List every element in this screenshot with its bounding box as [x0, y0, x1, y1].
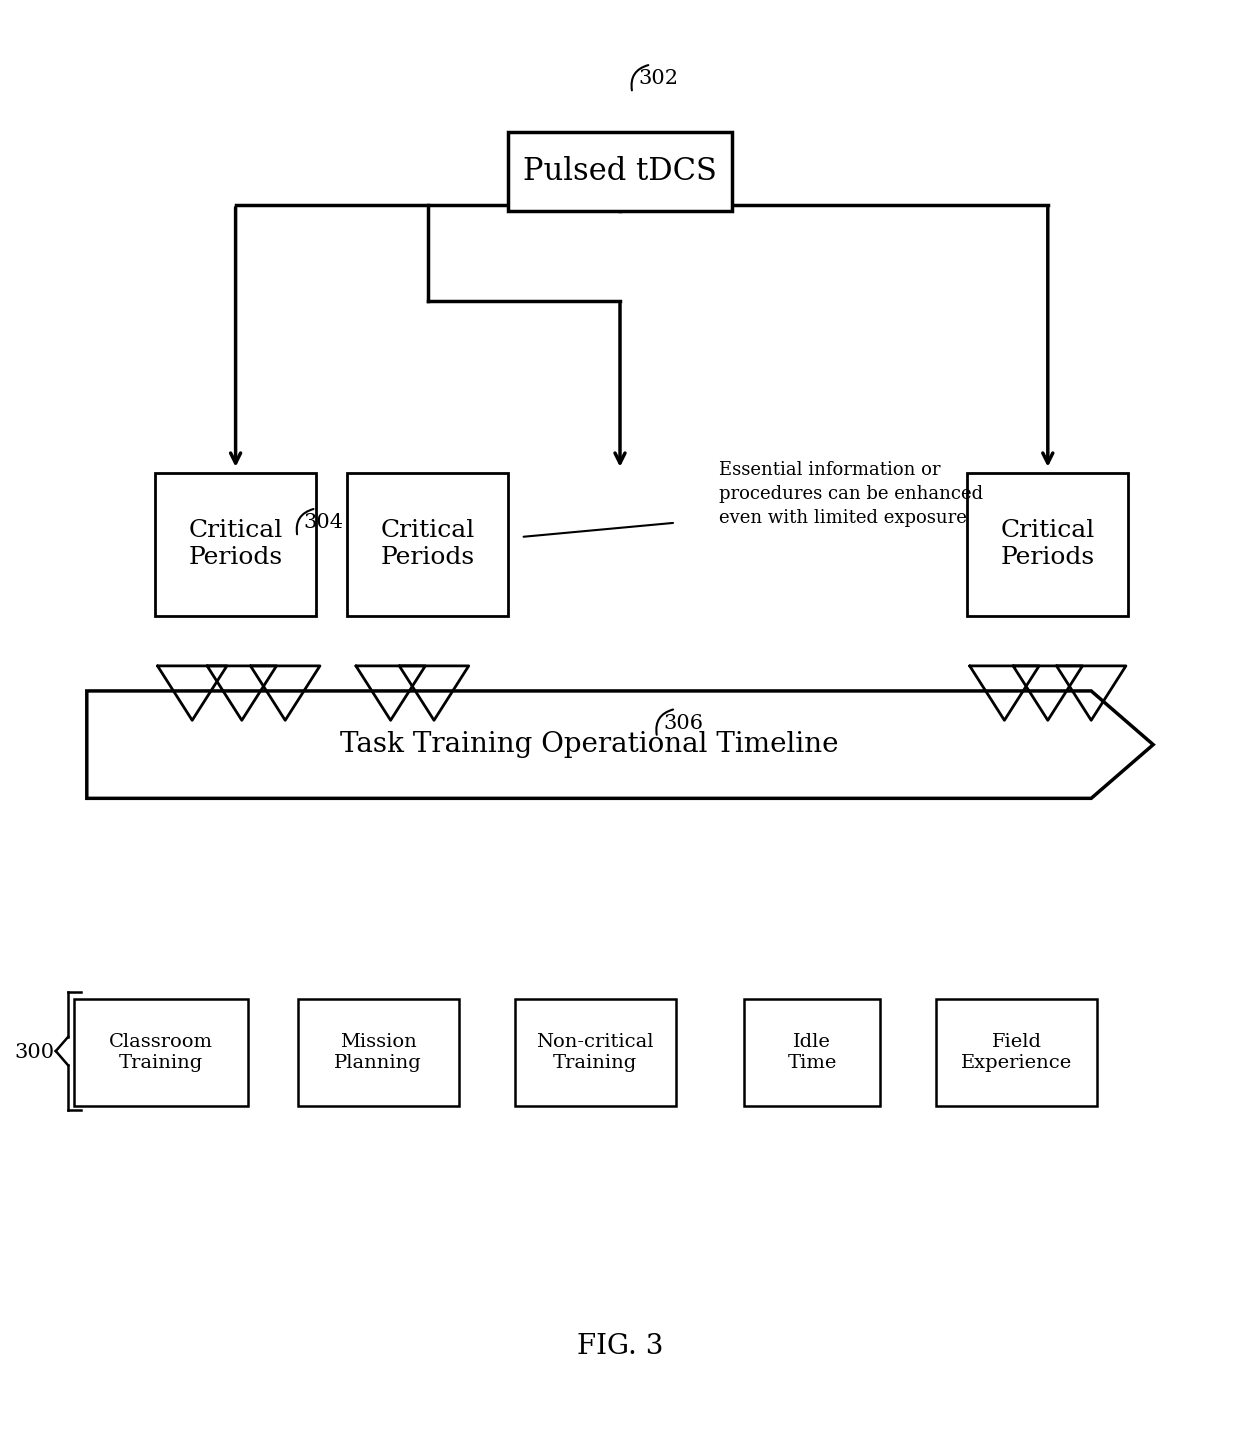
- Text: Classroom
Training: Classroom Training: [109, 1032, 213, 1073]
- Text: 306: 306: [663, 713, 703, 733]
- FancyBboxPatch shape: [347, 473, 508, 616]
- Text: Critical
Periods: Critical Periods: [1001, 520, 1095, 569]
- Text: Field
Experience: Field Experience: [961, 1032, 1073, 1073]
- Text: Mission
Planning: Mission Planning: [335, 1032, 422, 1073]
- FancyBboxPatch shape: [967, 473, 1128, 616]
- Text: Essential information or
procedures can be enhanced
even with limited exposure: Essential information or procedures can …: [719, 461, 983, 527]
- FancyBboxPatch shape: [936, 1000, 1097, 1106]
- Text: Critical
Periods: Critical Periods: [188, 520, 283, 569]
- FancyBboxPatch shape: [74, 1000, 248, 1106]
- Text: Task Training Operational Timeline: Task Training Operational Timeline: [340, 732, 838, 758]
- Text: 304: 304: [304, 513, 343, 533]
- Text: 302: 302: [639, 69, 678, 89]
- Text: FIG. 3: FIG. 3: [577, 1333, 663, 1359]
- Text: Non-critical
Training: Non-critical Training: [537, 1032, 653, 1073]
- Polygon shape: [87, 692, 1153, 799]
- FancyBboxPatch shape: [155, 473, 316, 616]
- Text: Idle
Time: Idle Time: [787, 1032, 837, 1073]
- FancyBboxPatch shape: [508, 133, 732, 212]
- Text: Critical
Periods: Critical Periods: [381, 520, 475, 569]
- FancyBboxPatch shape: [744, 1000, 880, 1106]
- FancyBboxPatch shape: [515, 1000, 676, 1106]
- Text: Pulsed tDCS: Pulsed tDCS: [523, 156, 717, 188]
- FancyBboxPatch shape: [298, 1000, 459, 1106]
- Text: 300: 300: [15, 1042, 55, 1063]
